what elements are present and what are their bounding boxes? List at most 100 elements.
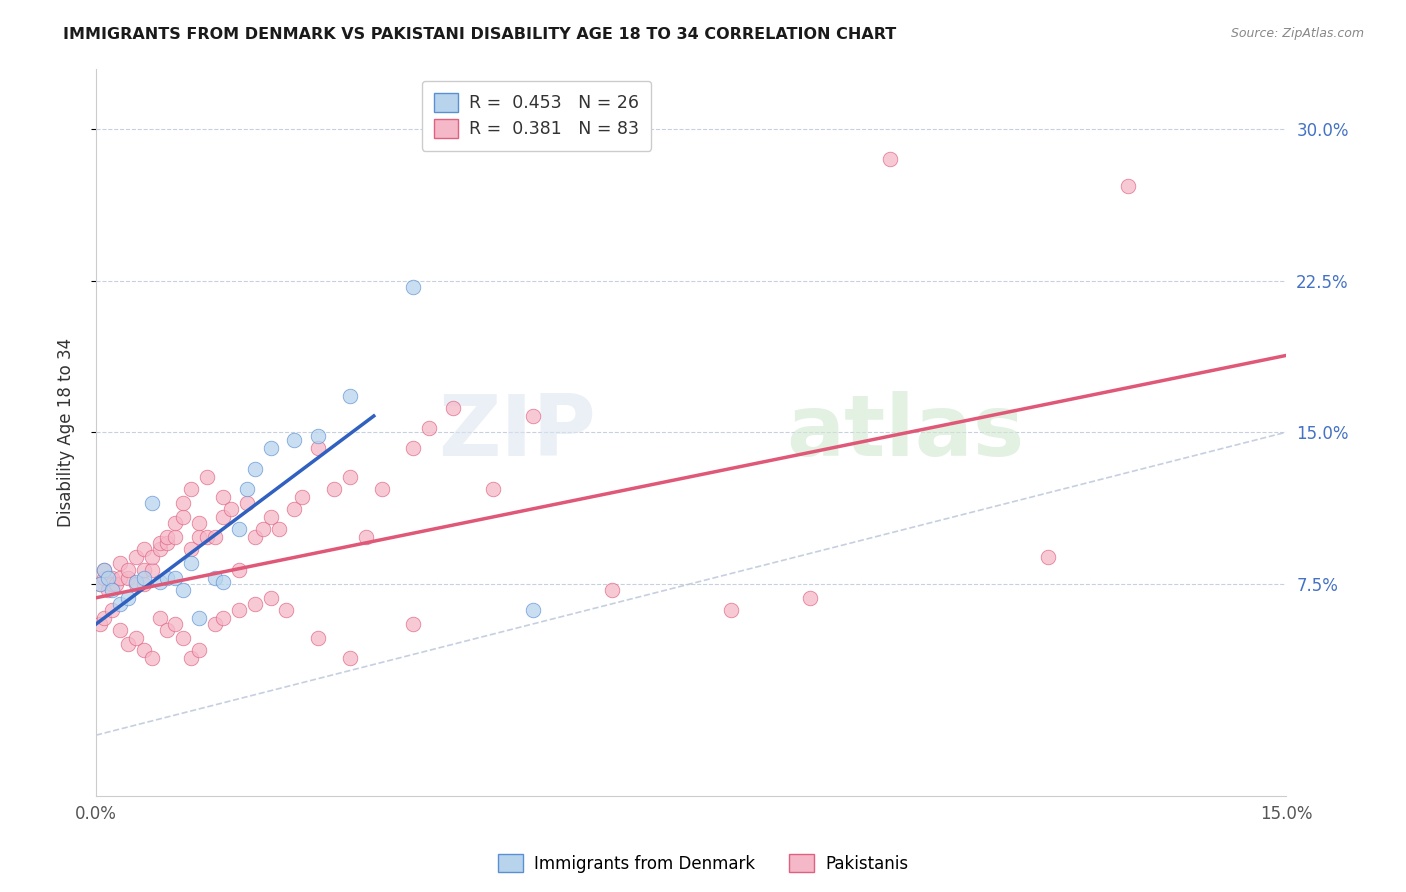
Point xyxy=(93,571,115,585)
Point xyxy=(125,631,148,645)
Point xyxy=(101,582,124,597)
Point xyxy=(93,611,115,625)
Point xyxy=(267,522,290,536)
Point xyxy=(354,530,377,544)
Point xyxy=(243,597,266,611)
Legend: Immigrants from Denmark, Pakistanis: Immigrants from Denmark, Pakistanis xyxy=(491,847,915,880)
Point xyxy=(339,389,361,403)
Point xyxy=(172,496,194,510)
Point xyxy=(180,482,202,496)
Point xyxy=(204,530,226,544)
Point xyxy=(108,623,131,637)
Point xyxy=(148,574,170,589)
Point xyxy=(180,557,202,571)
Point xyxy=(132,571,155,585)
Point xyxy=(402,279,425,293)
Point xyxy=(283,434,305,448)
Point xyxy=(165,530,187,544)
Point xyxy=(125,550,148,565)
Point xyxy=(97,582,120,597)
Point xyxy=(276,603,298,617)
Point xyxy=(165,571,187,585)
Point xyxy=(132,643,155,657)
Point xyxy=(165,617,187,632)
Point xyxy=(482,482,505,496)
Point xyxy=(125,574,148,589)
Text: IMMIGRANTS FROM DENMARK VS PAKISTANI DISABILITY AGE 18 TO 34 CORRELATION CHART: IMMIGRANTS FROM DENMARK VS PAKISTANI DIS… xyxy=(63,27,897,42)
Point xyxy=(259,591,281,605)
Point xyxy=(402,442,425,456)
Point xyxy=(156,536,179,550)
Point xyxy=(148,611,170,625)
Text: ZIP: ZIP xyxy=(439,391,596,474)
Point xyxy=(180,651,202,665)
Point xyxy=(117,571,139,585)
Point xyxy=(204,571,226,585)
Point xyxy=(172,631,194,645)
Point xyxy=(101,571,124,585)
Point xyxy=(165,516,187,530)
Point xyxy=(307,442,329,456)
Point xyxy=(323,482,346,496)
Point xyxy=(156,571,179,585)
Point xyxy=(117,562,139,576)
Point xyxy=(89,617,111,632)
Point xyxy=(97,571,120,585)
Point xyxy=(89,576,111,591)
Point xyxy=(132,576,155,591)
Point xyxy=(339,651,361,665)
Point xyxy=(117,591,139,605)
Point xyxy=(141,550,163,565)
Point xyxy=(307,631,329,645)
Point xyxy=(228,562,250,576)
Point xyxy=(108,571,131,585)
Point xyxy=(148,536,170,550)
Point xyxy=(132,562,155,576)
Point xyxy=(195,469,218,483)
Point xyxy=(522,603,544,617)
Point xyxy=(141,562,163,576)
Point xyxy=(307,429,329,443)
Point xyxy=(132,542,155,557)
Point xyxy=(141,651,163,665)
Point xyxy=(283,502,305,516)
Point xyxy=(252,522,274,536)
Point xyxy=(1116,178,1139,193)
Point xyxy=(108,557,131,571)
Point xyxy=(101,603,124,617)
Point xyxy=(339,469,361,483)
Point xyxy=(180,542,202,557)
Point xyxy=(1038,550,1060,565)
Point xyxy=(89,576,111,591)
Text: Source: ZipAtlas.com: Source: ZipAtlas.com xyxy=(1230,27,1364,40)
Point xyxy=(259,442,281,456)
Point xyxy=(101,576,124,591)
Point xyxy=(228,522,250,536)
Point xyxy=(212,611,235,625)
Point xyxy=(243,461,266,475)
Point xyxy=(141,496,163,510)
Point xyxy=(156,623,179,637)
Point xyxy=(236,482,259,496)
Point xyxy=(93,562,115,576)
Point xyxy=(108,597,131,611)
Point xyxy=(291,490,314,504)
Y-axis label: Disability Age 18 to 34: Disability Age 18 to 34 xyxy=(58,337,75,526)
Point xyxy=(799,591,821,605)
Point xyxy=(879,153,901,167)
Point xyxy=(172,582,194,597)
Point xyxy=(104,576,127,591)
Point xyxy=(720,603,742,617)
Point xyxy=(441,401,464,415)
Point xyxy=(204,617,226,632)
Point xyxy=(219,502,242,516)
Point xyxy=(418,421,440,435)
Point xyxy=(172,510,194,524)
Text: atlas: atlas xyxy=(786,391,1025,474)
Point xyxy=(195,530,218,544)
Point xyxy=(125,576,148,591)
Point xyxy=(117,637,139,651)
Point xyxy=(212,510,235,524)
Point xyxy=(148,542,170,557)
Point xyxy=(228,603,250,617)
